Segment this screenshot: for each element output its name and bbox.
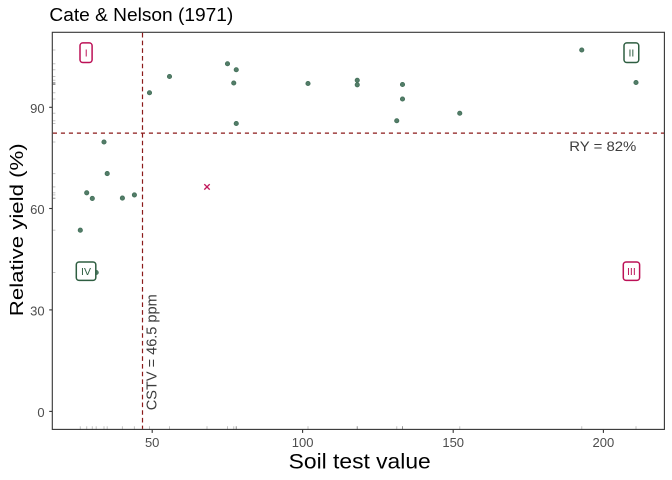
svg-text:III: III bbox=[627, 266, 636, 278]
svg-text:II: II bbox=[628, 47, 634, 59]
svg-text:30: 30 bbox=[30, 304, 44, 319]
svg-text:Relative yield (%): Relative yield (%) bbox=[6, 143, 27, 316]
svg-text:RY = 82%: RY = 82% bbox=[569, 139, 636, 155]
svg-text:90: 90 bbox=[30, 101, 44, 116]
svg-text:50: 50 bbox=[145, 435, 159, 450]
svg-text:60: 60 bbox=[30, 202, 44, 217]
svg-text:200: 200 bbox=[593, 435, 615, 450]
svg-text:IV: IV bbox=[81, 266, 91, 278]
svg-text:150: 150 bbox=[442, 435, 464, 450]
svg-text:Soil test value: Soil test value bbox=[289, 450, 431, 474]
svg-text:0: 0 bbox=[37, 405, 44, 420]
svg-text:CSTV = 46.5 ppm: CSTV = 46.5 ppm bbox=[144, 294, 160, 410]
svg-text:I: I bbox=[85, 47, 88, 59]
svg-text:100: 100 bbox=[292, 435, 314, 450]
svg-text:Cate & Nelson (1971): Cate & Nelson (1971) bbox=[49, 4, 233, 25]
